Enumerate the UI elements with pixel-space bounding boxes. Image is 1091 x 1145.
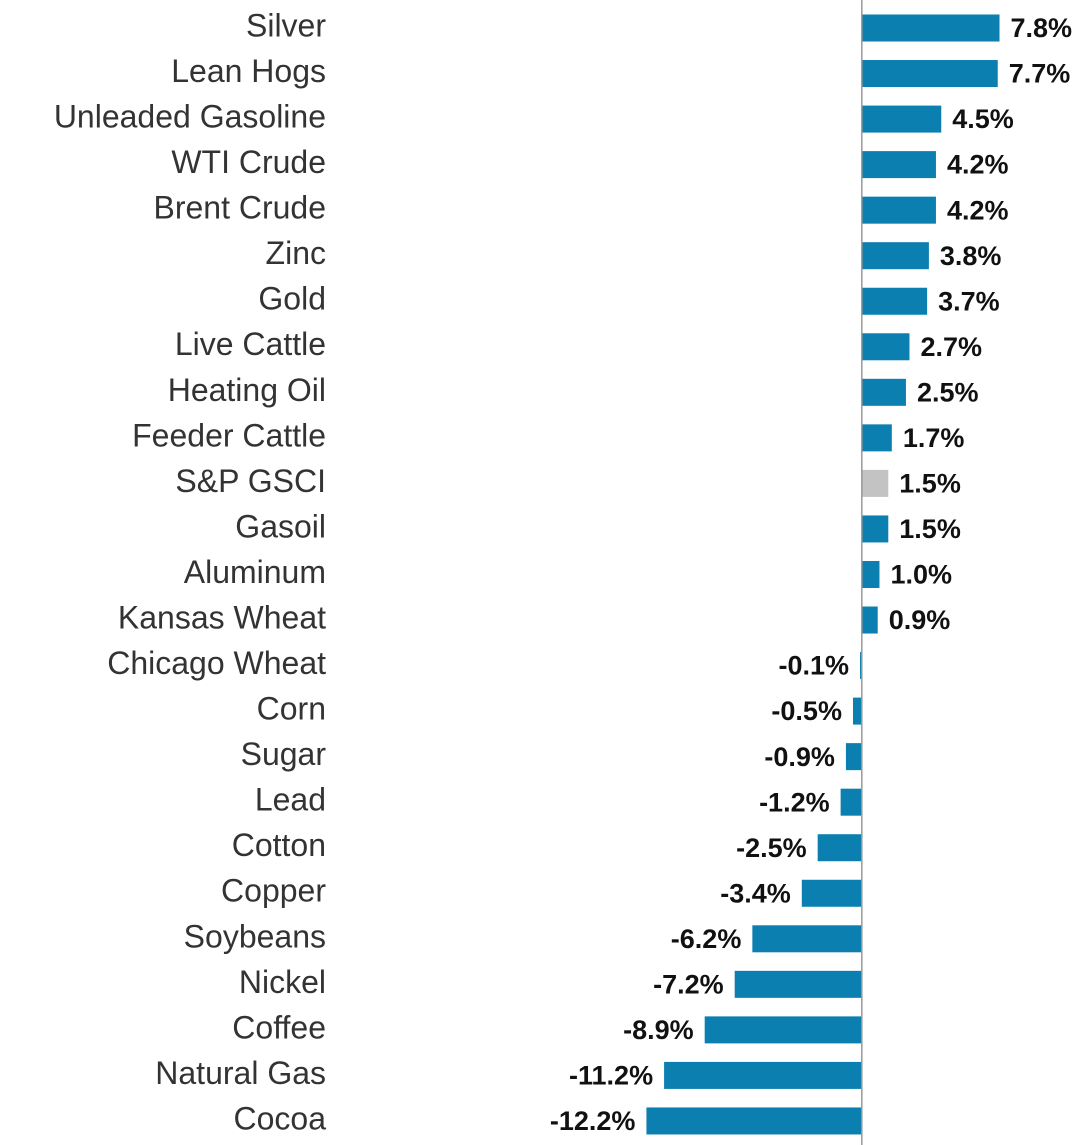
value-label: -12.2% — [550, 1106, 636, 1136]
category-label: Heating Oil — [168, 372, 326, 408]
category-label: Cocoa — [234, 1100, 327, 1136]
bar — [704, 1016, 862, 1044]
value-label: 4.5% — [952, 104, 1014, 134]
bar — [861, 424, 892, 452]
category-label: Kansas Wheat — [118, 599, 326, 635]
bar — [861, 378, 906, 406]
bar — [840, 788, 862, 816]
category-label: Chicago Wheat — [107, 645, 326, 681]
category-label: Aluminum — [184, 554, 326, 590]
category-label: Feeder Cattle — [132, 417, 326, 453]
bar — [861, 469, 889, 497]
value-label: -3.4% — [720, 878, 791, 908]
category-label: Cotton — [232, 827, 326, 863]
bar — [861, 606, 878, 634]
value-label: 4.2% — [947, 150, 1009, 180]
value-label: -0.1% — [778, 651, 849, 681]
category-label: S&P GSCI — [175, 463, 326, 499]
category-label: Lean Hogs — [171, 53, 326, 89]
value-label: 1.0% — [890, 560, 952, 590]
bar — [861, 14, 1000, 42]
value-label: -8.9% — [623, 1015, 694, 1045]
value-label: 7.7% — [1009, 59, 1071, 89]
category-label: Soybeans — [184, 918, 326, 954]
category-label: WTI Crude — [171, 144, 326, 180]
value-label: 1.5% — [899, 469, 961, 499]
bar — [752, 925, 862, 953]
bar — [861, 242, 929, 270]
value-label: 2.7% — [920, 332, 982, 362]
value-label: 0.9% — [889, 605, 951, 635]
category-label: Silver — [246, 7, 326, 43]
value-label: 4.2% — [947, 195, 1009, 225]
bar — [861, 196, 936, 224]
category-label: Unleaded Gasoline — [54, 99, 326, 135]
bar — [861, 560, 880, 588]
category-label: Corn — [257, 691, 326, 727]
bar — [734, 970, 862, 998]
category-label: Gold — [258, 281, 326, 317]
value-label: -0.5% — [771, 696, 842, 726]
category-label: Zinc — [266, 235, 326, 271]
category-label: Coffee — [232, 1009, 326, 1045]
bar — [861, 287, 928, 315]
value-label: 1.7% — [903, 423, 965, 453]
bar — [664, 1061, 862, 1089]
bar — [646, 1107, 862, 1135]
value-label: -6.2% — [671, 924, 742, 954]
value-label: 7.8% — [1011, 13, 1073, 43]
bar — [860, 652, 862, 680]
bar — [861, 60, 998, 88]
category-label: Lead — [255, 782, 326, 818]
bar — [861, 515, 889, 543]
category-label: Live Cattle — [175, 326, 326, 362]
category-label: Nickel — [239, 964, 326, 1000]
value-label: 3.8% — [940, 241, 1002, 271]
bar — [861, 333, 910, 361]
category-label: Copper — [221, 873, 326, 909]
value-label: 3.7% — [938, 286, 1000, 316]
bar — [817, 834, 862, 862]
value-label: -11.2% — [569, 1061, 653, 1091]
category-label: Gasoil — [235, 508, 326, 544]
bar — [801, 879, 862, 907]
category-label: Brent Crude — [153, 190, 326, 226]
value-label: -7.2% — [653, 969, 724, 999]
bar — [845, 743, 862, 771]
value-label: -1.2% — [759, 787, 830, 817]
value-label: -0.9% — [764, 742, 835, 772]
bar — [861, 105, 942, 133]
bar — [852, 697, 862, 725]
value-label: -2.5% — [736, 833, 807, 863]
category-label: Sugar — [241, 736, 327, 772]
value-label: 1.5% — [899, 514, 961, 544]
bar — [861, 151, 936, 179]
category-label: Natural Gas — [155, 1055, 326, 1091]
value-label: 2.5% — [917, 377, 979, 407]
